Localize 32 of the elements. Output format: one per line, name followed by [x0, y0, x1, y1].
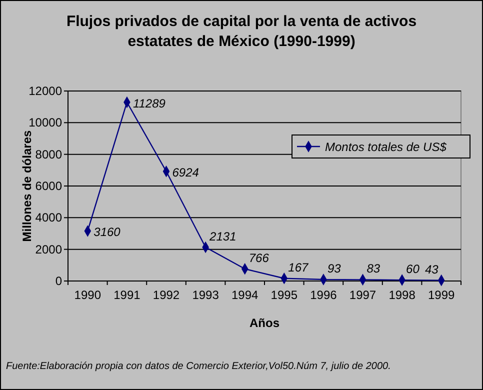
x-tick-label: 1999 [428, 288, 456, 302]
y-tick-label: 6000 [35, 179, 62, 193]
x-tick-label: 1996 [310, 288, 338, 302]
source-note: Fuente:Elaboración propia con datos de Comercio Exterior,Vol50.Núm 7, julio de 2000. [6, 361, 391, 372]
data-label: 167 [288, 260, 310, 274]
x-tick-label: 1992 [152, 288, 180, 302]
y-tick-label: 0 [55, 274, 62, 288]
data-label: 3160 [94, 224, 121, 239]
legend-label: Montos totales de US$ [325, 140, 447, 154]
x-axis-title: Años [250, 316, 280, 330]
y-tick-label: 12000 [28, 84, 62, 98]
x-tick-label: 1997 [349, 288, 376, 302]
y-axis-title: Millones de dólares [20, 130, 34, 242]
chart-title: Flujos privados de capital por la venta de activos estatates de México (1990-1999) [66, 13, 417, 50]
data-label: 60 [406, 262, 420, 276]
data-label: 6924 [172, 165, 200, 180]
data-label: 83 [366, 262, 380, 276]
data-label: 43 [424, 262, 439, 276]
x-tick-label: 1995 [270, 288, 298, 302]
y-tick-label: 10000 [28, 116, 62, 130]
data-label: 11289 [132, 96, 166, 110]
data-label: 93 [327, 262, 342, 276]
x-tick-label: 1993 [192, 288, 220, 302]
x-tick-label: 1998 [388, 288, 416, 302]
y-tick-label: 4000 [35, 210, 62, 225]
x-tick-label: 1994 [232, 288, 259, 302]
y-tick-label: 8000 [35, 147, 62, 162]
data-label: 2131 [208, 229, 236, 244]
x-tick-label: 1990 [74, 288, 102, 302]
data-label: 766 [248, 250, 270, 265]
x-tick-label: 1991 [114, 288, 141, 302]
y-tick-label: 2000 [35, 242, 62, 256]
